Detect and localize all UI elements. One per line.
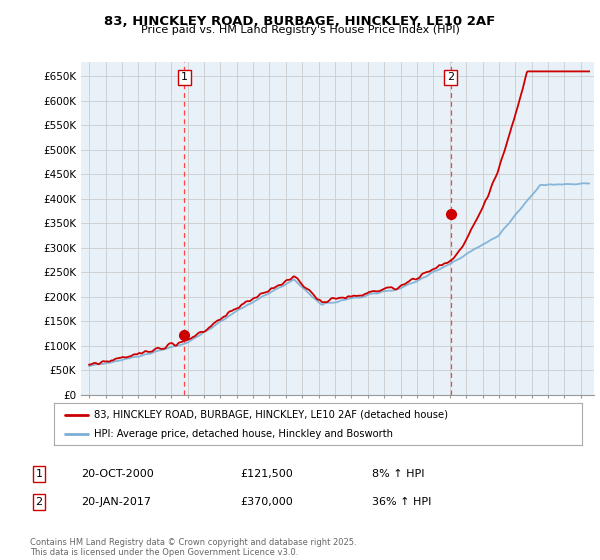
Text: 83, HINCKLEY ROAD, BURBAGE, HINCKLEY, LE10 2AF: 83, HINCKLEY ROAD, BURBAGE, HINCKLEY, LE… <box>104 15 496 27</box>
Text: 20-JAN-2017: 20-JAN-2017 <box>81 497 151 507</box>
Text: 20-OCT-2000: 20-OCT-2000 <box>81 469 154 479</box>
Text: HPI: Average price, detached house, Hinckley and Bosworth: HPI: Average price, detached house, Hinc… <box>94 429 392 439</box>
Text: 1: 1 <box>35 469 43 479</box>
Text: 83, HINCKLEY ROAD, BURBAGE, HINCKLEY, LE10 2AF (detached house): 83, HINCKLEY ROAD, BURBAGE, HINCKLEY, LE… <box>94 409 448 419</box>
Text: £370,000: £370,000 <box>240 497 293 507</box>
Text: 2: 2 <box>447 72 454 82</box>
Text: Contains HM Land Registry data © Crown copyright and database right 2025.
This d: Contains HM Land Registry data © Crown c… <box>30 538 356 557</box>
Text: 1: 1 <box>181 72 188 82</box>
Text: 8% ↑ HPI: 8% ↑ HPI <box>372 469 425 479</box>
Text: Price paid vs. HM Land Registry's House Price Index (HPI): Price paid vs. HM Land Registry's House … <box>140 25 460 35</box>
Text: 36% ↑ HPI: 36% ↑ HPI <box>372 497 431 507</box>
Text: 2: 2 <box>35 497 43 507</box>
Text: £121,500: £121,500 <box>240 469 293 479</box>
